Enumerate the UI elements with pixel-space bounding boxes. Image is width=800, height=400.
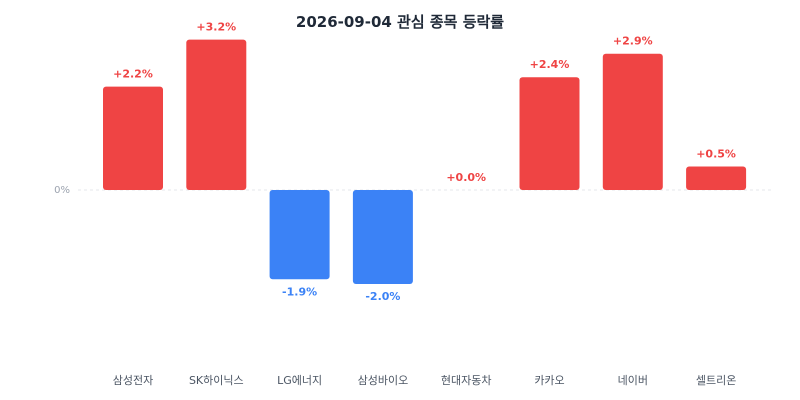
- data-label: +2.4%: [530, 58, 570, 71]
- data-label: +2.9%: [613, 35, 653, 48]
- value-labels-group: +2.2% +3.2% -1.9% -2.0% +0.0% +2.4% +2.9% +0.5%: [113, 21, 736, 303]
- bar: [269, 190, 330, 280]
- bars-group: [103, 39, 747, 284]
- x-tick-label: 현대자동차: [441, 374, 492, 387]
- data-label: +0.0%: [446, 171, 486, 184]
- data-label: +2.2%: [113, 68, 153, 81]
- x-tick-label: 카카오: [534, 374, 564, 387]
- x-tick-label: 삼성바이오: [358, 374, 409, 387]
- data-label: +3.2%: [196, 21, 236, 34]
- data-label: -2.0%: [365, 290, 400, 303]
- data-label: -1.9%: [282, 285, 317, 298]
- x-tick-label: 셀트리온: [696, 374, 736, 387]
- bar: [352, 190, 413, 284]
- x-tick-label: 삼성전자: [113, 374, 153, 387]
- chart-title: 2026-09-04 관심 종목 등락률: [296, 13, 504, 31]
- x-tick-label: 네이버: [618, 374, 648, 387]
- zero-axis-label: 0%: [54, 185, 70, 196]
- bar: [103, 86, 163, 190]
- bar: [519, 77, 580, 190]
- x-tick-label: LG에너지: [277, 374, 322, 387]
- category-labels-group: 삼성전자 SK하이닉스 LG에너지 삼성바이오 현대자동차 카카오 네이버 셀트리온: [113, 373, 737, 387]
- bar: [602, 53, 663, 191]
- x-tick-label: SK하이닉스: [189, 373, 244, 387]
- bar: [686, 166, 747, 190]
- data-label: +0.5%: [696, 148, 736, 161]
- bar: [186, 39, 247, 190]
